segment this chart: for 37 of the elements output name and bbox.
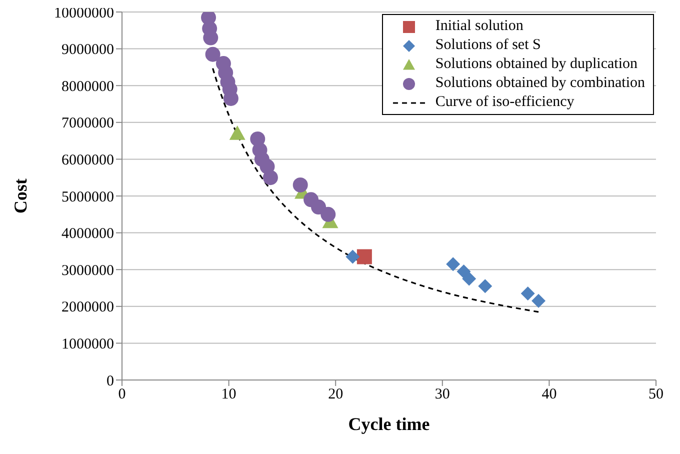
- x-tick-label: 20: [328, 386, 344, 403]
- point: [346, 250, 360, 264]
- point: [262, 170, 278, 186]
- point: [205, 46, 220, 62]
- y-tick-label: 6000000: [62, 152, 114, 169]
- point: [462, 272, 476, 286]
- legend-label: Solutions obtained by duplication: [435, 56, 638, 73]
- x-tick-label: 50: [648, 386, 664, 403]
- y-tick-label: 1000000: [62, 336, 114, 353]
- y-tick-label: 0: [106, 373, 114, 390]
- x-tick-label: 40: [542, 386, 557, 403]
- y-tick-label: 5000000: [62, 189, 114, 206]
- point: [292, 177, 308, 192]
- y-tick-label: 2000000: [62, 300, 114, 316]
- y-tick-label: 8000000: [62, 78, 114, 95]
- point: [478, 279, 492, 294]
- point: [532, 294, 546, 308]
- x-tick-label: 0: [118, 386, 126, 403]
- point: [456, 264, 471, 278]
- x-axis-title: Cycle time: [348, 414, 430, 434]
- point: [356, 249, 372, 264]
- y-tick-label: 3000000: [62, 262, 114, 279]
- y-tick-label: 4000000: [62, 226, 114, 242]
- legend-label: Solutions of set S: [435, 37, 541, 54]
- legend-label: Curve of iso-efficiency: [435, 94, 574, 111]
- y-axis-title: Cost: [10, 178, 30, 214]
- point: [446, 257, 460, 272]
- x-tick-label: 30: [434, 386, 450, 403]
- point: [320, 206, 336, 222]
- y-tick-label: 7000000: [62, 116, 114, 132]
- legend-label: Solutions obtained by combination: [435, 75, 645, 92]
- point: [311, 200, 326, 215]
- point: [520, 286, 535, 301]
- y-tick-label: 9000000: [62, 42, 114, 58]
- x-tick-label: 10: [221, 386, 236, 403]
- legend-label: Initial solution: [435, 18, 524, 35]
- point: [229, 125, 246, 140]
